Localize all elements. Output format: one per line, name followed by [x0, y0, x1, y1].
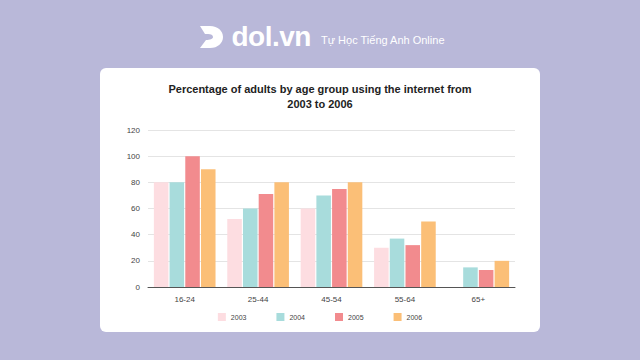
svg-text:2003: 2003: [231, 314, 247, 321]
svg-text:120: 120: [127, 126, 141, 135]
html-text:Tự Học Tiếng Anh Online: Tự Học Tiếng Anh Online: [321, 34, 445, 46]
svg-text:45-54: 45-54: [321, 295, 342, 304]
html-text:dol.vn: dol.vn: [231, 21, 311, 52]
svg-text:25-44: 25-44: [248, 295, 269, 304]
svg-text:80: 80: [131, 178, 140, 187]
svg-text:60: 60: [131, 204, 140, 213]
svg-text:2006: 2006: [407, 314, 423, 321]
svg-text:100: 100: [127, 152, 141, 161]
svg-text:2004: 2004: [289, 314, 305, 321]
svg-text:16-24: 16-24: [174, 295, 195, 304]
svg-text:55-64: 55-64: [395, 295, 416, 304]
svg-text:Percentage of adults by age gr: Percentage of adults by age group using …: [168, 83, 471, 95]
svg-text:0: 0: [136, 283, 141, 292]
svg-text:40: 40: [131, 230, 140, 239]
svg-text:20: 20: [131, 256, 140, 265]
svg-text:2005: 2005: [348, 314, 364, 321]
svg-text:65+: 65+: [472, 295, 486, 304]
svg-text:2003 to 2006: 2003 to 2006: [287, 98, 352, 110]
